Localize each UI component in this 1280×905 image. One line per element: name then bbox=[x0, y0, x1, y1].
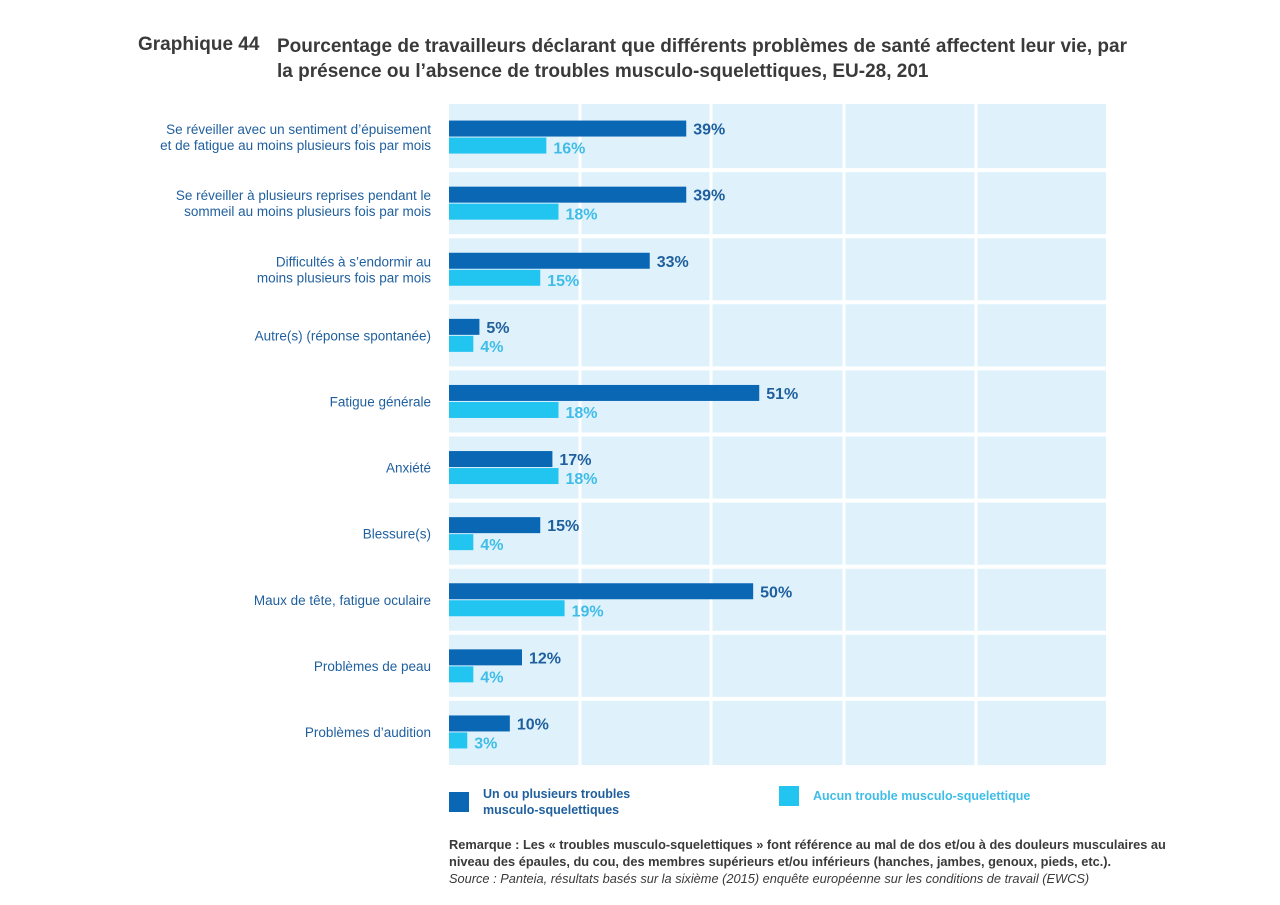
bar-series1 bbox=[449, 384, 760, 401]
legend-swatch-series1 bbox=[449, 792, 469, 812]
data-label-series1: 10% bbox=[517, 716, 549, 733]
legend-item-series2: Aucun trouble musculo-squelettique bbox=[779, 786, 1030, 806]
data-label-series2: 19% bbox=[572, 603, 604, 620]
chart-notes: Remarque : Les « troubles musculo-squele… bbox=[449, 836, 1169, 887]
bar-series1 bbox=[449, 252, 650, 269]
bar-series1 bbox=[449, 120, 687, 137]
bar-series1 bbox=[449, 583, 754, 600]
bar-series2 bbox=[449, 269, 541, 286]
figure-number: Graphique 44 bbox=[138, 34, 260, 55]
legend-label-series1-line2: musculo-squelettiques bbox=[483, 803, 620, 817]
bar-series1 bbox=[449, 649, 522, 666]
category-label: Fatigue générale bbox=[330, 394, 431, 409]
data-label-series1: 50% bbox=[760, 584, 792, 601]
bar-series2 bbox=[449, 137, 547, 154]
bar-series1 bbox=[449, 318, 480, 335]
bar-series2 bbox=[449, 468, 559, 485]
legend-label-series2: Aucun trouble musculo-squelettique bbox=[813, 789, 1031, 803]
bar-series1 bbox=[449, 517, 541, 534]
data-label-series2: 18% bbox=[566, 405, 598, 422]
data-label-series2: 4% bbox=[480, 537, 503, 554]
data-label-series2: 15% bbox=[547, 273, 579, 290]
category-label: Blessure(s) bbox=[363, 527, 431, 542]
legend-label-series1: Un ou plusieurs troubles musculo-squelet… bbox=[483, 786, 630, 818]
data-label-series2: 3% bbox=[474, 735, 497, 752]
data-label-series1: 39% bbox=[693, 188, 725, 205]
category-label: Se réveiller avec un sentiment d’épuisem… bbox=[160, 122, 431, 153]
bar-series2 bbox=[449, 600, 565, 617]
legend-item-series1: Un ou plusieurs troubles musculo-squelet… bbox=[449, 786, 630, 818]
legend-swatch-series2 bbox=[779, 786, 799, 806]
bar-series1 bbox=[449, 715, 510, 732]
bar-series2 bbox=[449, 335, 474, 352]
category-label: Problèmes d’audition bbox=[305, 725, 431, 740]
bar-series1 bbox=[449, 451, 553, 468]
data-label-series2: 16% bbox=[553, 141, 585, 158]
remark-note: Remarque : Les « troubles musculo-squele… bbox=[449, 837, 1166, 869]
data-label-series1: 39% bbox=[693, 122, 725, 139]
data-label-series2: 18% bbox=[566, 207, 598, 224]
category-label: Anxiété bbox=[386, 461, 431, 476]
bar-series1 bbox=[449, 186, 687, 203]
legend-label-series1-line1: Un ou plusieurs troubles bbox=[483, 787, 631, 801]
bar-chart: 39% 16% Se réveiller avec un sentiment d’é… bbox=[160, 104, 1106, 765]
data-label-series2: 18% bbox=[566, 471, 598, 488]
data-label-series1: 17% bbox=[559, 452, 591, 469]
bar-series2 bbox=[449, 401, 559, 418]
data-label-series1: 51% bbox=[766, 386, 798, 403]
category-label: Autre(s) (réponse spontanée) bbox=[255, 328, 431, 343]
category-label: Problèmes de peau bbox=[314, 659, 431, 674]
category-label: Maux de tête, fatigue oculaire bbox=[254, 593, 431, 608]
source-note: Source : Panteia, résultats basés sur la… bbox=[449, 871, 1090, 886]
category-label: Difficultés à s’endormir au moins plusieu… bbox=[257, 254, 431, 285]
figure-title: Pourcentage de travailleurs déclarant qu… bbox=[277, 36, 1127, 82]
data-label-series2: 4% bbox=[480, 339, 503, 356]
category-label: Se réveiller à plusieurs reprises pendan… bbox=[176, 188, 431, 219]
data-label-series1: 12% bbox=[529, 650, 561, 667]
chart-legend: Un ou plusieurs troubles musculo-squelet… bbox=[0, 784, 1280, 818]
data-label-series1: 33% bbox=[657, 254, 689, 271]
data-label-series2: 4% bbox=[480, 669, 503, 686]
bar-series2 bbox=[449, 732, 468, 749]
data-label-series1: 5% bbox=[486, 320, 509, 337]
bar-series2 bbox=[449, 534, 474, 551]
bar-series2 bbox=[449, 203, 559, 220]
data-label-series1: 15% bbox=[547, 518, 579, 535]
bar-series2 bbox=[449, 666, 474, 683]
